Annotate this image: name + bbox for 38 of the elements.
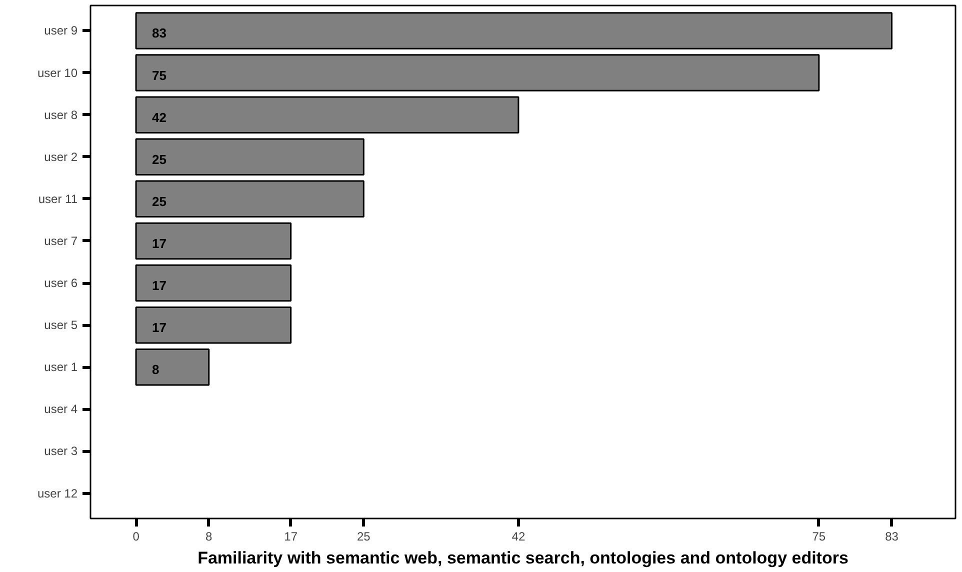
bar <box>135 348 210 386</box>
x-tick-label: 17 <box>284 530 298 544</box>
bar <box>135 138 364 176</box>
y-tick-label: user 5 <box>44 318 78 332</box>
data-label: 83 <box>152 26 166 41</box>
y-tick-label: user 7 <box>44 234 78 248</box>
y-tick-label: user 6 <box>44 276 78 290</box>
data-label: 25 <box>152 194 166 209</box>
y-tick-label: user 8 <box>44 108 78 122</box>
x-tick-label: 75 <box>812 530 826 544</box>
y-tick-label: user 2 <box>44 150 78 164</box>
bar <box>135 96 520 134</box>
y-tick-label: user 3 <box>44 444 78 458</box>
x-tick-label: 0 <box>132 530 140 544</box>
bar <box>135 306 292 344</box>
y-tick-label: user 4 <box>44 402 78 416</box>
y-tick-label: user 11 <box>38 192 78 206</box>
y-tick-label: user 9 <box>44 24 78 38</box>
data-label: 42 <box>152 110 166 125</box>
x-axis-title: Familiarity with semantic web, semantic search, ontologies and ontology editors <box>198 548 848 568</box>
y-tick-label: user 10 <box>37 66 78 80</box>
x-tick-label: 42 <box>512 530 526 544</box>
bar <box>135 180 364 218</box>
y-tick-label: user 1 <box>44 360 78 374</box>
x-tick-label: 83 <box>885 530 899 544</box>
data-label: 17 <box>152 236 166 251</box>
data-label: 25 <box>152 152 166 167</box>
bar <box>135 264 292 302</box>
data-label: 17 <box>152 320 166 336</box>
x-tick-label: 8 <box>206 530 213 544</box>
bar <box>135 12 893 50</box>
y-tick-label: user 12 <box>37 486 78 500</box>
bar <box>135 222 292 260</box>
data-label: 17 <box>152 278 166 294</box>
x-tick-label: 25 <box>356 530 371 544</box>
data-label: 8 <box>152 362 160 378</box>
data-label: 75 <box>152 68 166 83</box>
bar <box>135 54 820 92</box>
